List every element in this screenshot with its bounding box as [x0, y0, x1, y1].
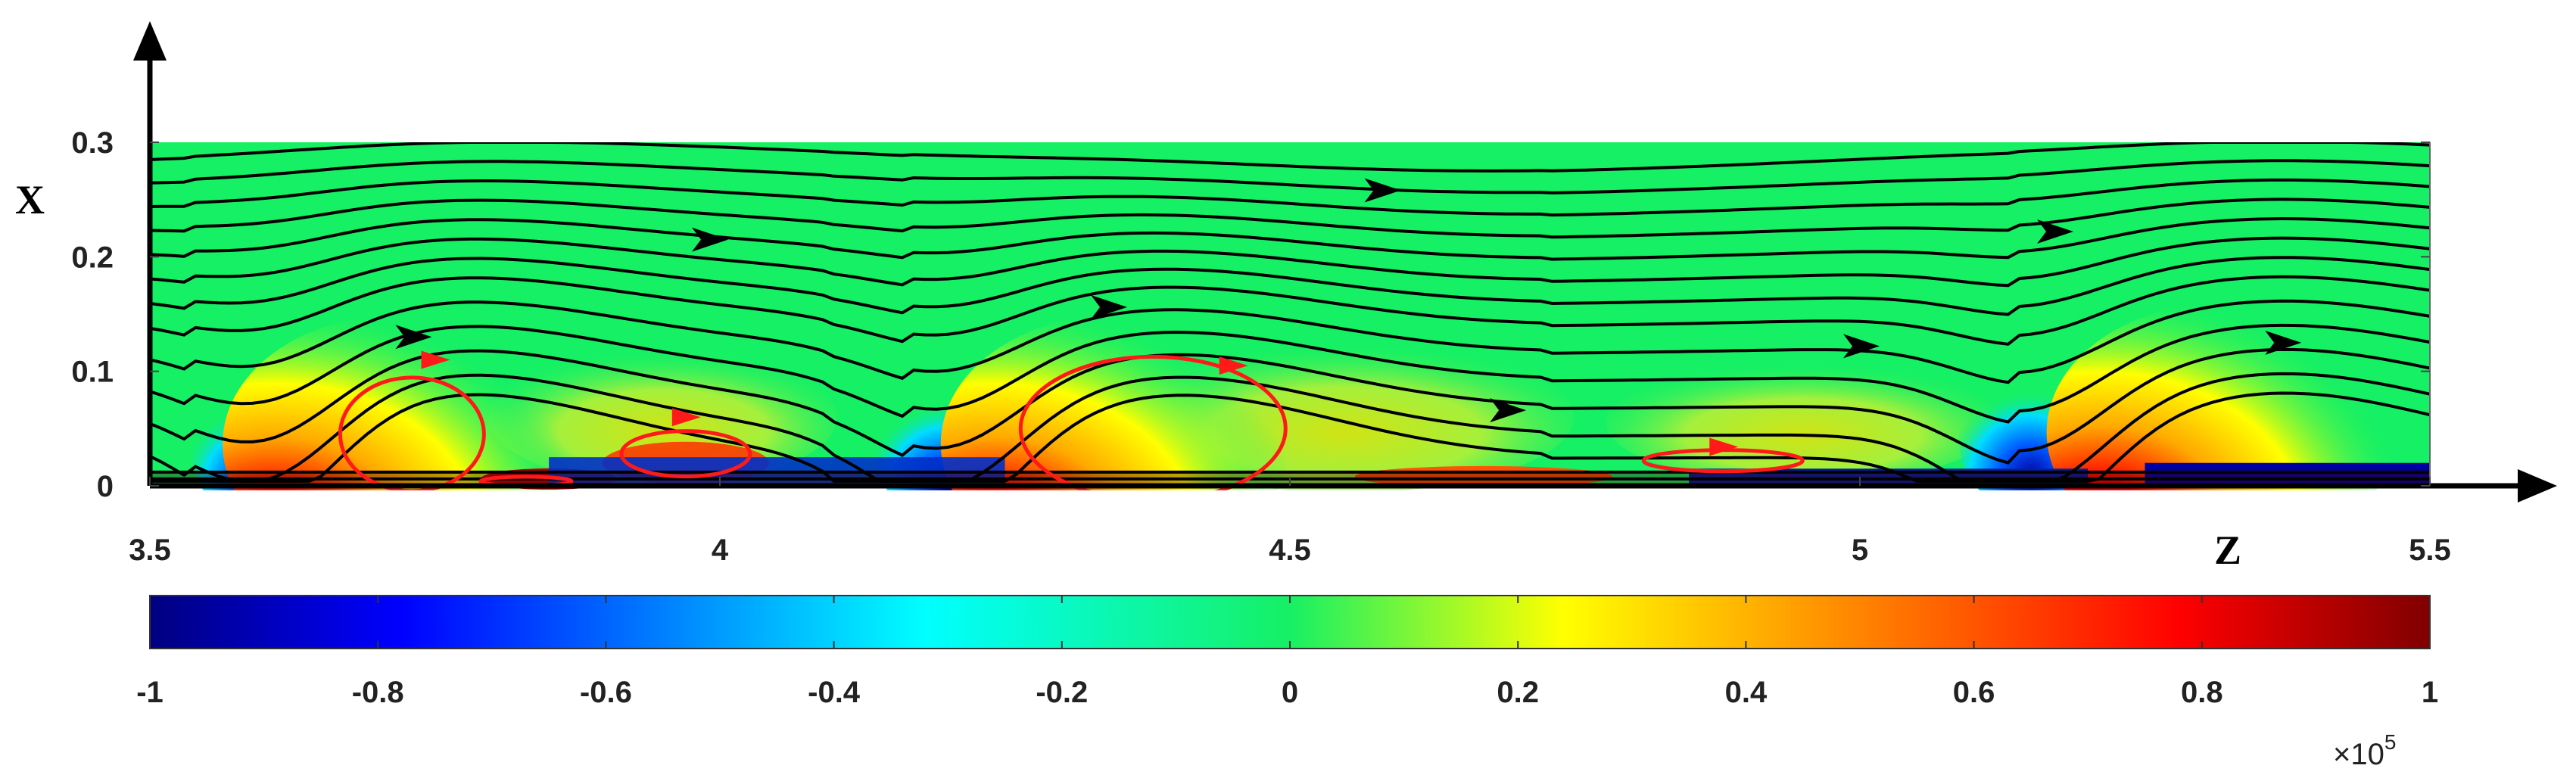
streamlines: [150, 142, 2430, 483]
x-tick-label: 5.5: [2409, 534, 2451, 567]
tick-labels: 3.5 4 4.5 5 5.5 0 0.1 0.2 0.3: [71, 126, 2450, 567]
recirculation-loop: [1018, 354, 1288, 490]
cold-band: [2145, 462, 2430, 486]
streamline-arrow: [691, 227, 728, 252]
colorbar-ticks: -1 -0.8 -0.6 -0.4 -0.2 0 0.2 0.4 0.6 0.8 1: [136, 596, 2438, 709]
streamline: [150, 159, 2430, 194]
y-tick-label: 0.2: [71, 241, 114, 274]
recirculation-loop: [338, 375, 486, 490]
streamline-arrow: [1364, 178, 1401, 203]
x-axis-arrowhead: [2518, 469, 2557, 502]
axes: [133, 21, 2557, 502]
streamline-arrow: [2037, 219, 2074, 244]
x-tick-label: 4.5: [1269, 534, 1311, 567]
streamline: [150, 236, 2430, 288]
y-tick-label: 0.1: [71, 356, 114, 389]
streamline-arrow: [1843, 334, 1880, 359]
streamline: [150, 178, 2430, 217]
plot-area: [150, 142, 2430, 490]
colorbar-tick-label: 0.4: [1725, 676, 1768, 709]
colorbar-multiplier-exponent: 5: [2384, 730, 2397, 754]
hot-region: [940, 315, 1289, 490]
recirculation-arrow: [421, 350, 450, 369]
colorbar: -1 -0.8 -0.6 -0.4 -0.2 0 0.2 0.4 0.6 0.8 1: [136, 595, 2438, 709]
x-tick-label: 5: [1852, 534, 1868, 567]
streamline: [150, 299, 2430, 384]
colorbar-tick-label: -0.2: [1036, 676, 1088, 709]
streamline: [150, 142, 2430, 173]
x-axis-label: Z: [2214, 527, 2241, 573]
streamline: [150, 198, 2430, 239]
recirculation-loops: [338, 354, 1805, 490]
warm-region: [1606, 362, 2000, 484]
streamline-arrows: [395, 178, 2302, 456]
colorbar-tick-label: 0.2: [1497, 676, 1539, 709]
x-tick-label: 3.5: [129, 534, 171, 567]
colorbar-gradient: [149, 595, 2431, 649]
colorbar-tick-label: 0: [1282, 676, 1298, 709]
recirculation-arrow: [671, 408, 701, 427]
colorbar-tick-label: -0.8: [352, 676, 404, 709]
recirculation-arrow: [1709, 437, 1739, 456]
streamline: [150, 216, 2430, 261]
x-tick-label: 4: [712, 534, 729, 567]
colorbar-tick-label: 0.6: [1953, 676, 1995, 709]
y-tick-label: 0.3: [71, 126, 114, 160]
streamline-arrow: [2265, 330, 2302, 355]
recirculation-arrow: [1219, 356, 1248, 375]
y-axis-label: X: [15, 177, 45, 222]
colorbar-tick-label: 0.8: [2181, 676, 2223, 709]
y-axis-arrowhead: [133, 21, 167, 61]
colorbar-tick-label: -0.6: [580, 676, 632, 709]
recirculation-loop: [619, 429, 752, 479]
streamline: [150, 347, 2430, 465]
colorbar-tick-label: -0.4: [808, 676, 861, 709]
streamline: [150, 275, 2430, 346]
streamline: [150, 323, 2430, 424]
streamline-arrow: [1490, 398, 1527, 423]
colorbar-multiplier-base: ×10: [2333, 738, 2384, 771]
y-tick-label: 0: [97, 470, 114, 503]
streamline-arrow: [395, 325, 432, 350]
colorbar-multiplier: ×105: [2333, 730, 2396, 771]
hot-region: [2046, 303, 2395, 490]
streamline: [150, 256, 2430, 316]
colorbar-tick-label: 1: [2422, 676, 2438, 709]
colorbar-tick-label: -1: [136, 676, 164, 709]
streamline-arrow: [1091, 294, 1128, 319]
streamline: [150, 372, 2430, 483]
